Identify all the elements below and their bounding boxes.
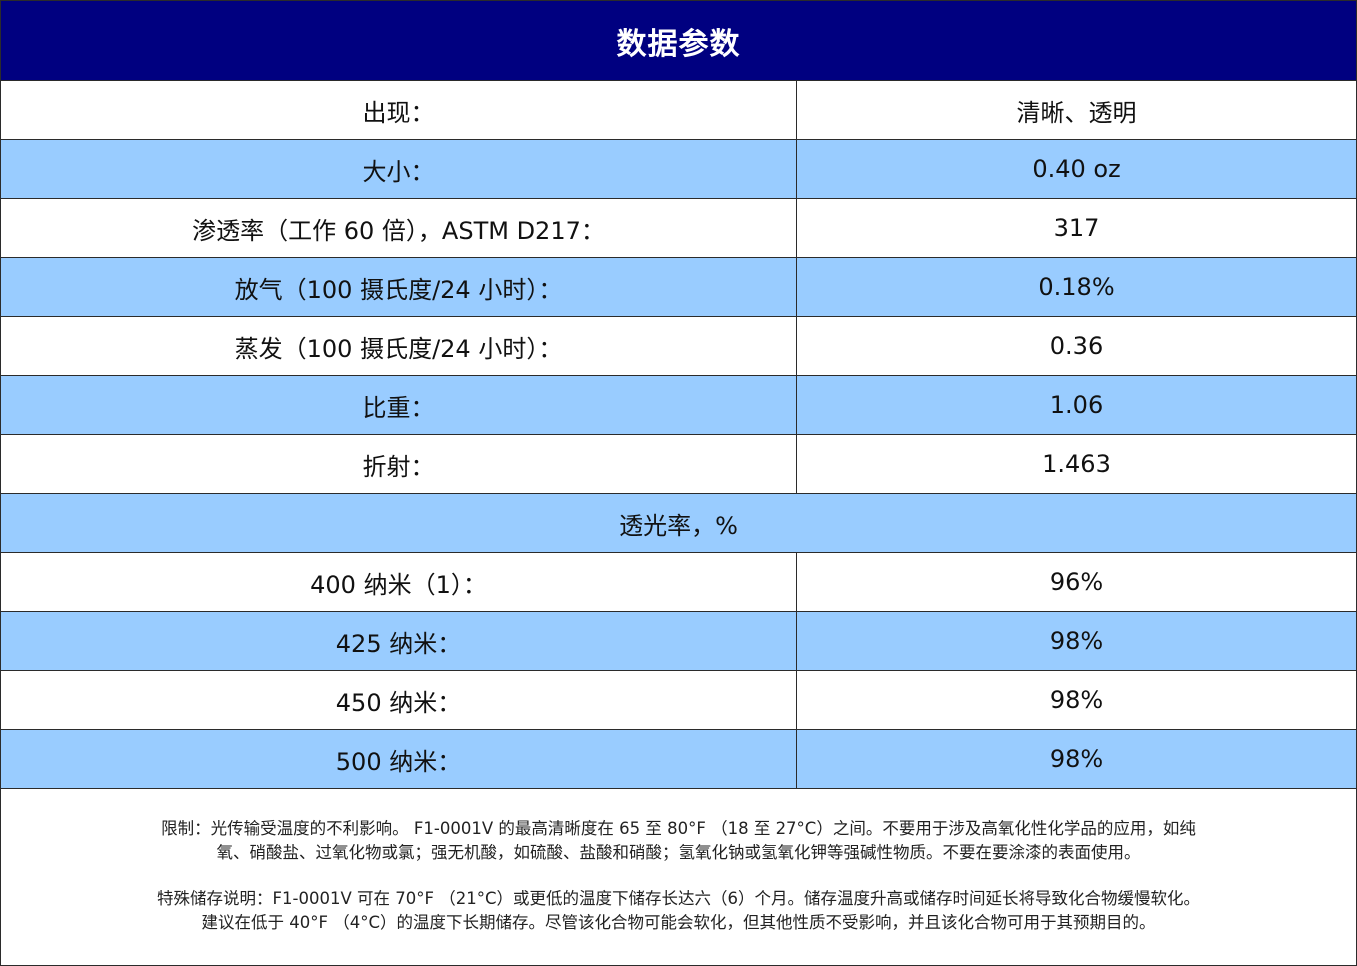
row-value-400nm: 96% (796, 552, 1356, 612)
storage-note-line-1: 特殊储存说明：F1-0001V 可在 70°F （21°C）或更低的温度下储存长… (157, 889, 1200, 908)
table-row: 折射： 1.463 (1, 434, 1356, 494)
table-row: 450 纳米： 98% (1, 670, 1356, 730)
table-row: 渗透率（工作 60 倍），ASTM D217： 317 (1, 198, 1356, 258)
limitation-note-line-1: 限制：光传输受温度的不利影响。 F1-0001V 的最高清晰度在 65 至 80… (161, 819, 1196, 838)
row-value-evaporation: 0.36 (796, 316, 1356, 376)
table-row: 比重： 1.06 (1, 375, 1356, 435)
row-label-400nm: 400 纳米（1）： (1, 552, 797, 612)
notes-section: 限制：光传输受温度的不利影响。 F1-0001V 的最高清晰度在 65 至 80… (1, 789, 1356, 935)
row-label-size: 大小： (1, 139, 797, 199)
row-value-appearance: 清晰、透明 (796, 81, 1356, 140)
parameters-table: 出现： 清晰、透明 大小： 0.40 oz 渗透率（工作 60 倍），ASTM … (1, 81, 1356, 789)
table-row: 500 纳米： 98% (1, 729, 1356, 789)
table-row: 400 纳米（1）： 96% (1, 552, 1356, 612)
row-value-refraction: 1.463 (796, 434, 1356, 494)
row-label-refraction: 折射： (1, 434, 797, 494)
row-label-appearance: 出现： (1, 81, 797, 140)
table-row: 蒸发（100 摄氏度/24 小时）： 0.36 (1, 316, 1356, 376)
row-value-penetration: 317 (796, 198, 1356, 258)
section-heading-row: 透光率，% (1, 493, 1356, 553)
row-label-evaporation: 蒸发（100 摄氏度/24 小时）： (1, 316, 797, 376)
row-value-500nm: 98% (796, 729, 1356, 789)
row-label-outgassing: 放气（100 摄氏度/24 小时）： (1, 257, 797, 317)
row-label-specific-gravity: 比重： (1, 375, 797, 435)
row-label-450nm: 450 纳米： (1, 670, 797, 730)
storage-note-line-2: 建议在低于 40°F （4°C）的温度下长期储存。尽管该化合物可能会软化，但其他… (201, 913, 1156, 932)
row-value-450nm: 98% (796, 670, 1356, 730)
table-row: 大小： 0.40 oz (1, 139, 1356, 199)
row-label-penetration: 渗透率（工作 60 倍），ASTM D217： (1, 198, 797, 258)
row-label-500nm: 500 纳米： (1, 729, 797, 789)
limitation-note: 限制：光传输受温度的不利影响。 F1-0001V 的最高清晰度在 65 至 80… (21, 817, 1336, 865)
table-row: 425 纳米： 98% (1, 611, 1356, 671)
table-row: 出现： 清晰、透明 (1, 81, 1356, 140)
table-row: 放气（100 摄氏度/24 小时）： 0.18% (1, 257, 1356, 317)
row-value-outgassing: 0.18% (796, 257, 1356, 317)
row-value-specific-gravity: 1.06 (796, 375, 1356, 435)
storage-note: 特殊储存说明：F1-0001V 可在 70°F （21°C）或更低的温度下储存长… (21, 887, 1336, 935)
row-value-size: 0.40 oz (796, 139, 1356, 199)
transmission-heading: 透光率，% (1, 493, 1356, 553)
table-title: 数据参数 (1, 1, 1356, 81)
row-value-425nm: 98% (796, 611, 1356, 671)
row-label-425nm: 425 纳米： (1, 611, 797, 671)
limitation-note-line-2: 氧、硝酸盐、过氧化物或氯；强无机酸，如硫酸、盐酸和硝酸；氢氧化钠或氢氧化钾等强碱… (216, 843, 1141, 862)
